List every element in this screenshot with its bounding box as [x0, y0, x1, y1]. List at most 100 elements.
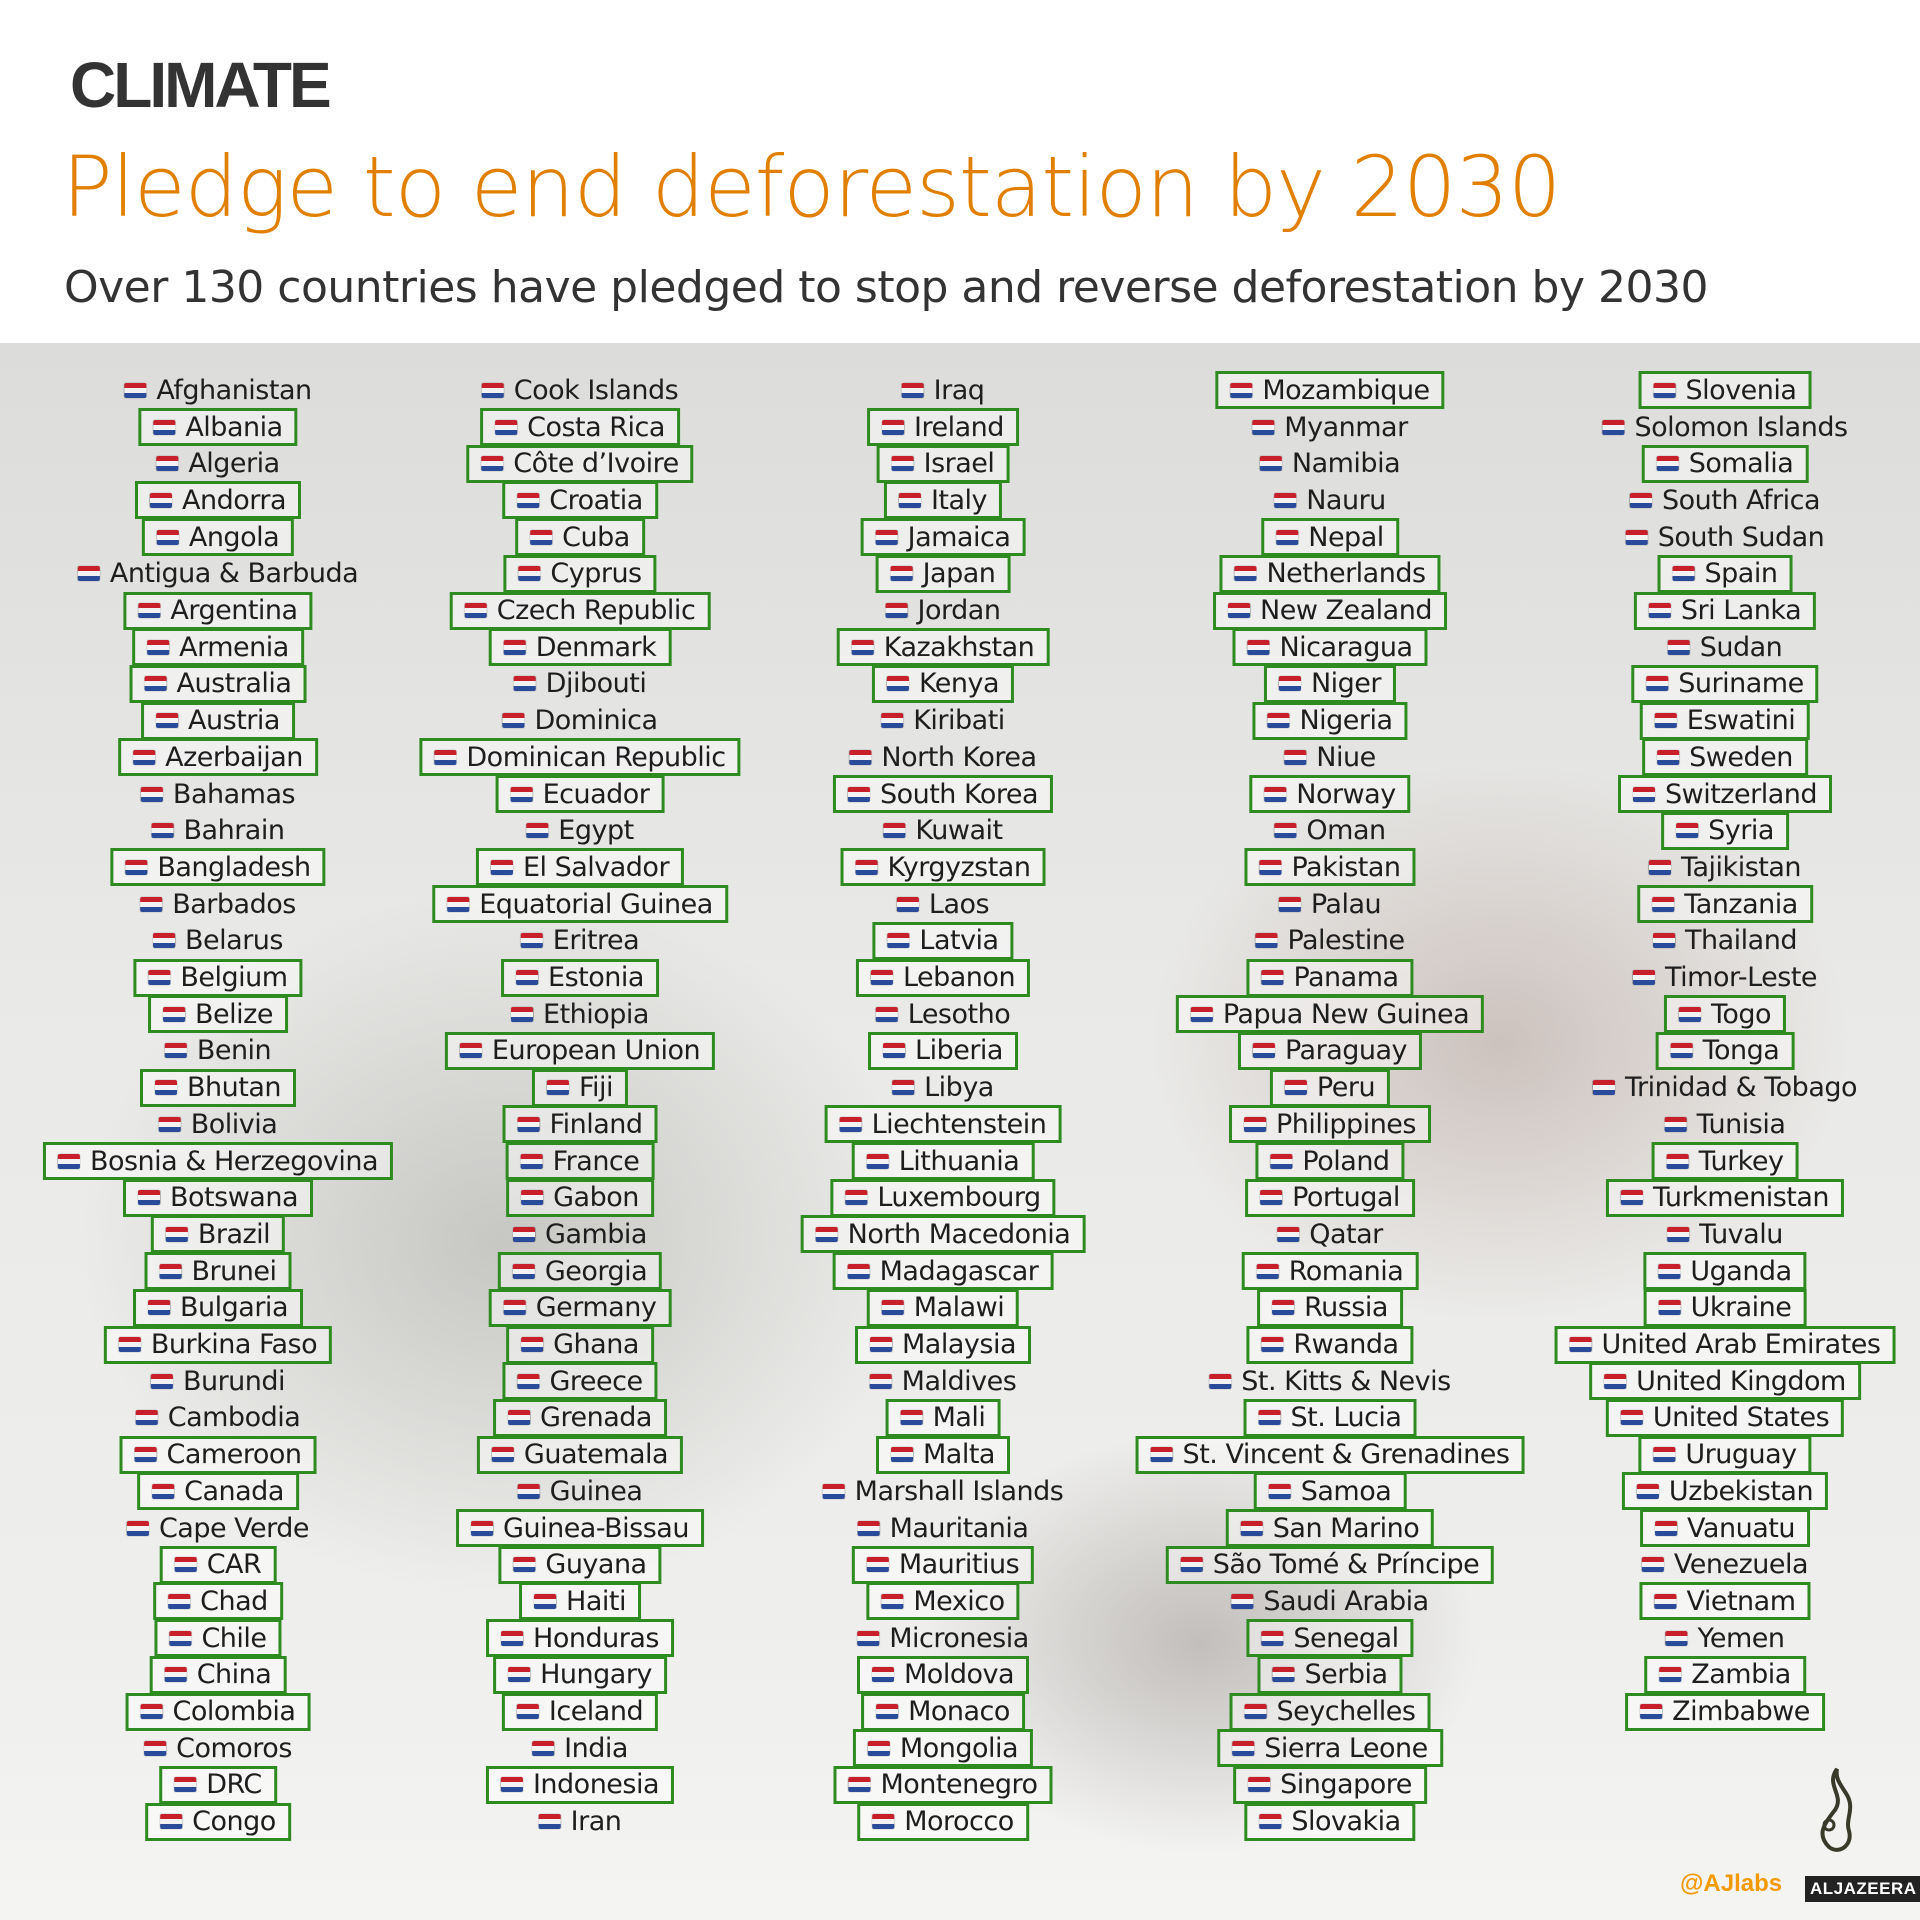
flag-icon [1664, 1116, 1687, 1132]
country-name: Azerbaijan [165, 741, 303, 773]
country-label-box: Palau [1264, 885, 1396, 923]
country-label-box: Hungary [493, 1655, 667, 1694]
country-name: Mauritius [898, 1549, 1020, 1581]
country-name: Panama [1293, 962, 1399, 994]
country-name: Kenya [918, 668, 1000, 700]
flag-icon [1654, 1593, 1677, 1609]
country-label-box: Mexico [866, 1582, 1020, 1621]
country-label-box: Lebanon [855, 958, 1031, 997]
country-name: Guatemala [523, 1439, 669, 1471]
flag-icon [1252, 1043, 1275, 1059]
country-label-box: CAR [159, 1545, 277, 1584]
country-item-highlighted: Paraguay [1237, 1031, 1423, 1070]
country-item-highlighted: Hungary [493, 1655, 667, 1694]
country-item: Burundi [136, 1363, 300, 1400]
flag-icon [866, 1153, 889, 1169]
country-name: Monaco [908, 1696, 1010, 1728]
flag-icon [134, 1447, 157, 1463]
country-item-highlighted: Suriname [1631, 664, 1819, 703]
country-name: Seychelles [1276, 1696, 1416, 1728]
country-name: Lebanon [902, 962, 1016, 994]
flag-icon [1247, 639, 1270, 655]
flag-icon [883, 823, 906, 839]
country-item: Oman [1259, 812, 1400, 849]
flag-icon [1274, 823, 1297, 839]
country-label-box: Iceland [501, 1692, 659, 1731]
country-label-box: Latvia [872, 921, 1014, 960]
country-name: Fiji [578, 1072, 614, 1104]
country-label-box: Malaysia [855, 1325, 1031, 1364]
country-label-box: United States [1605, 1398, 1845, 1437]
country-name: Angola [188, 521, 280, 553]
flag-icon [876, 1704, 899, 1720]
country-label-box: Zambia [1644, 1655, 1806, 1694]
country-label-box: Sweden [1642, 738, 1808, 777]
country-name: Guinea [549, 1475, 643, 1507]
flag-icon [491, 1447, 514, 1463]
flag-icon [1276, 529, 1299, 545]
flag-icon [434, 749, 457, 765]
country-label-box: Egypt [511, 812, 648, 850]
country-item-highlighted: Cyprus [503, 554, 657, 593]
country-item-highlighted: Gabon [506, 1178, 654, 1217]
country-item-highlighted: Tanzania [1637, 885, 1813, 924]
country-label-box: Portugal [1245, 1178, 1415, 1217]
flag-icon [1277, 1226, 1300, 1242]
country-item: Iran [524, 1803, 637, 1840]
country-name: Israel [923, 448, 995, 480]
country-item-highlighted: Portugal [1245, 1178, 1415, 1217]
country-name: Singapore [1280, 1769, 1412, 1801]
country-label-box: Netherlands [1219, 554, 1441, 593]
country-name: Niue [1316, 741, 1376, 773]
country-name: France [552, 1145, 640, 1177]
country-item-highlighted: Uganda [1643, 1252, 1807, 1291]
country-name: Argentina [170, 595, 298, 627]
flag-icon [1670, 1043, 1693, 1059]
country-label-box: Nauru [1259, 481, 1401, 519]
country-name: Rwanda [1293, 1329, 1399, 1361]
country-name: Kazakhstan [883, 631, 1035, 663]
flag-icon [160, 1814, 183, 1830]
flag-icon [881, 713, 904, 729]
country-name: Afghanistan [156, 374, 312, 406]
country-item: North Korea [834, 739, 1051, 776]
country-name: Yemen [1697, 1622, 1785, 1654]
country-item-highlighted: Latvia [872, 921, 1014, 960]
country-item: Cook Islands [467, 372, 694, 409]
flag-icon [1592, 1080, 1615, 1096]
flag-icon [1240, 1520, 1263, 1536]
country-name: Germany [535, 1292, 657, 1324]
country-label-box: Bosnia & Herzegovina [42, 1142, 394, 1181]
flag-icon [1656, 456, 1679, 472]
country-label-box: Cyprus [503, 554, 657, 593]
country-name: Malawi [913, 1292, 1005, 1324]
country-label-box: Guatemala [476, 1435, 684, 1474]
country-label-box: Norway [1249, 775, 1411, 814]
flag-icon [885, 603, 908, 619]
country-item-highlighted: Jamaica [860, 518, 1026, 557]
flag-icon [1278, 896, 1301, 912]
country-item: St. Kitts & Nevis [1194, 1363, 1465, 1400]
flag-icon [464, 603, 487, 619]
country-name: Nauru [1306, 484, 1386, 516]
country-name: Greece [549, 1365, 643, 1397]
country-item-highlighted: Uruguay [1638, 1435, 1812, 1474]
flag-icon [1259, 859, 1282, 875]
country-name: Russia [1304, 1292, 1388, 1324]
country-name: Dominica [534, 705, 658, 737]
country-name: Ethiopia [543, 998, 649, 1030]
country-item-highlighted: Estonia [501, 958, 659, 997]
country-label-box: Liechtenstein [824, 1105, 1062, 1144]
country-label-box: Belgium [133, 958, 303, 997]
flag-icon [1268, 1483, 1291, 1499]
country-name: Kyrgyzstan [887, 851, 1031, 883]
country-name: Libya [924, 1072, 994, 1104]
country-label-box: Cameroon [119, 1435, 317, 1474]
country-name: Ukraine [1690, 1292, 1792, 1324]
country-name: Eswatini [1686, 705, 1796, 737]
country-name: Sri Lanka [1680, 595, 1802, 627]
flag-icon [847, 786, 870, 802]
country-label-box: Madagascar [832, 1252, 1054, 1291]
country-name: Côte d’Ivoire [513, 448, 679, 480]
country-name: China [196, 1659, 272, 1691]
